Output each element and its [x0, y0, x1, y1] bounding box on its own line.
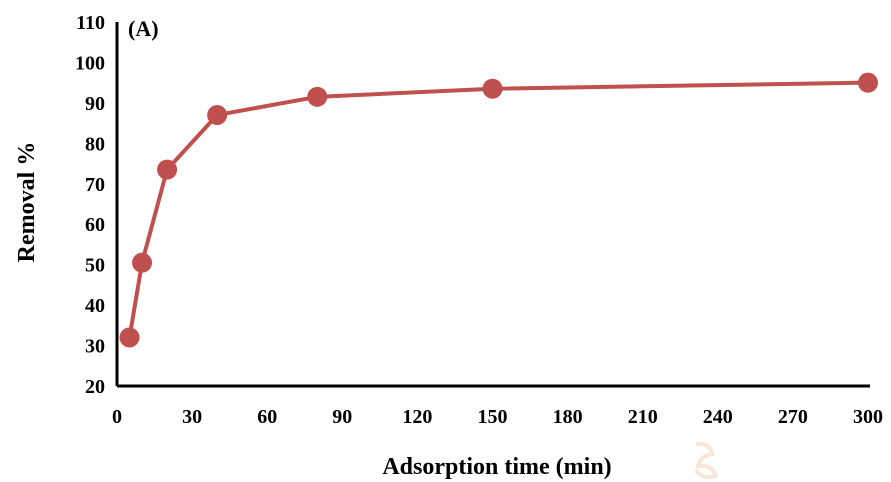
- data-point: [307, 86, 328, 107]
- y-tick-label: 70: [85, 174, 105, 196]
- data-point: [119, 327, 140, 348]
- series-line: [127, 80, 869, 338]
- data-point: [132, 252, 153, 273]
- x-tick-label: 150: [478, 406, 508, 428]
- y-tick-label: 100: [75, 52, 105, 74]
- x-tick-label: 180: [553, 406, 583, 428]
- y-tick-label: 50: [85, 255, 105, 277]
- x-tick-label: 90: [332, 406, 352, 428]
- y-tick-label: 20: [85, 376, 105, 398]
- y-tick-label: 90: [85, 93, 105, 115]
- x-axis-title: Adsorption time (min): [382, 454, 611, 480]
- y-tick-label: 60: [85, 214, 105, 236]
- y-axis-title: Removal %: [14, 142, 40, 263]
- data-points: [119, 72, 878, 348]
- x-tick-labels: 0 30 60 90 120 150 180 210 240 270 300: [112, 406, 883, 428]
- y-tick-label: 110: [76, 12, 105, 34]
- x-tick-label: 270: [778, 406, 808, 428]
- y-tick-label: 30: [85, 336, 105, 358]
- x-tick-label: 0: [112, 406, 122, 428]
- y-tick-labels: 20 30 40 50 60 70 80 90 100 110: [75, 12, 105, 398]
- watermark-mark: [694, 441, 719, 480]
- y-tick-label: 40: [85, 295, 105, 317]
- data-point: [157, 159, 178, 180]
- panel-label: (A): [128, 16, 159, 41]
- x-tick-label: 300: [853, 406, 883, 428]
- x-tick-label: 120: [402, 406, 432, 428]
- x-tick-label: 210: [628, 406, 658, 428]
- data-point: [858, 72, 878, 93]
- data-point: [482, 78, 503, 99]
- x-tick-label: 30: [182, 406, 202, 428]
- data-point: [207, 105, 228, 126]
- y-tick-label: 80: [85, 133, 105, 155]
- x-tick-label: 60: [257, 406, 277, 428]
- x-tick-label: 240: [703, 406, 733, 428]
